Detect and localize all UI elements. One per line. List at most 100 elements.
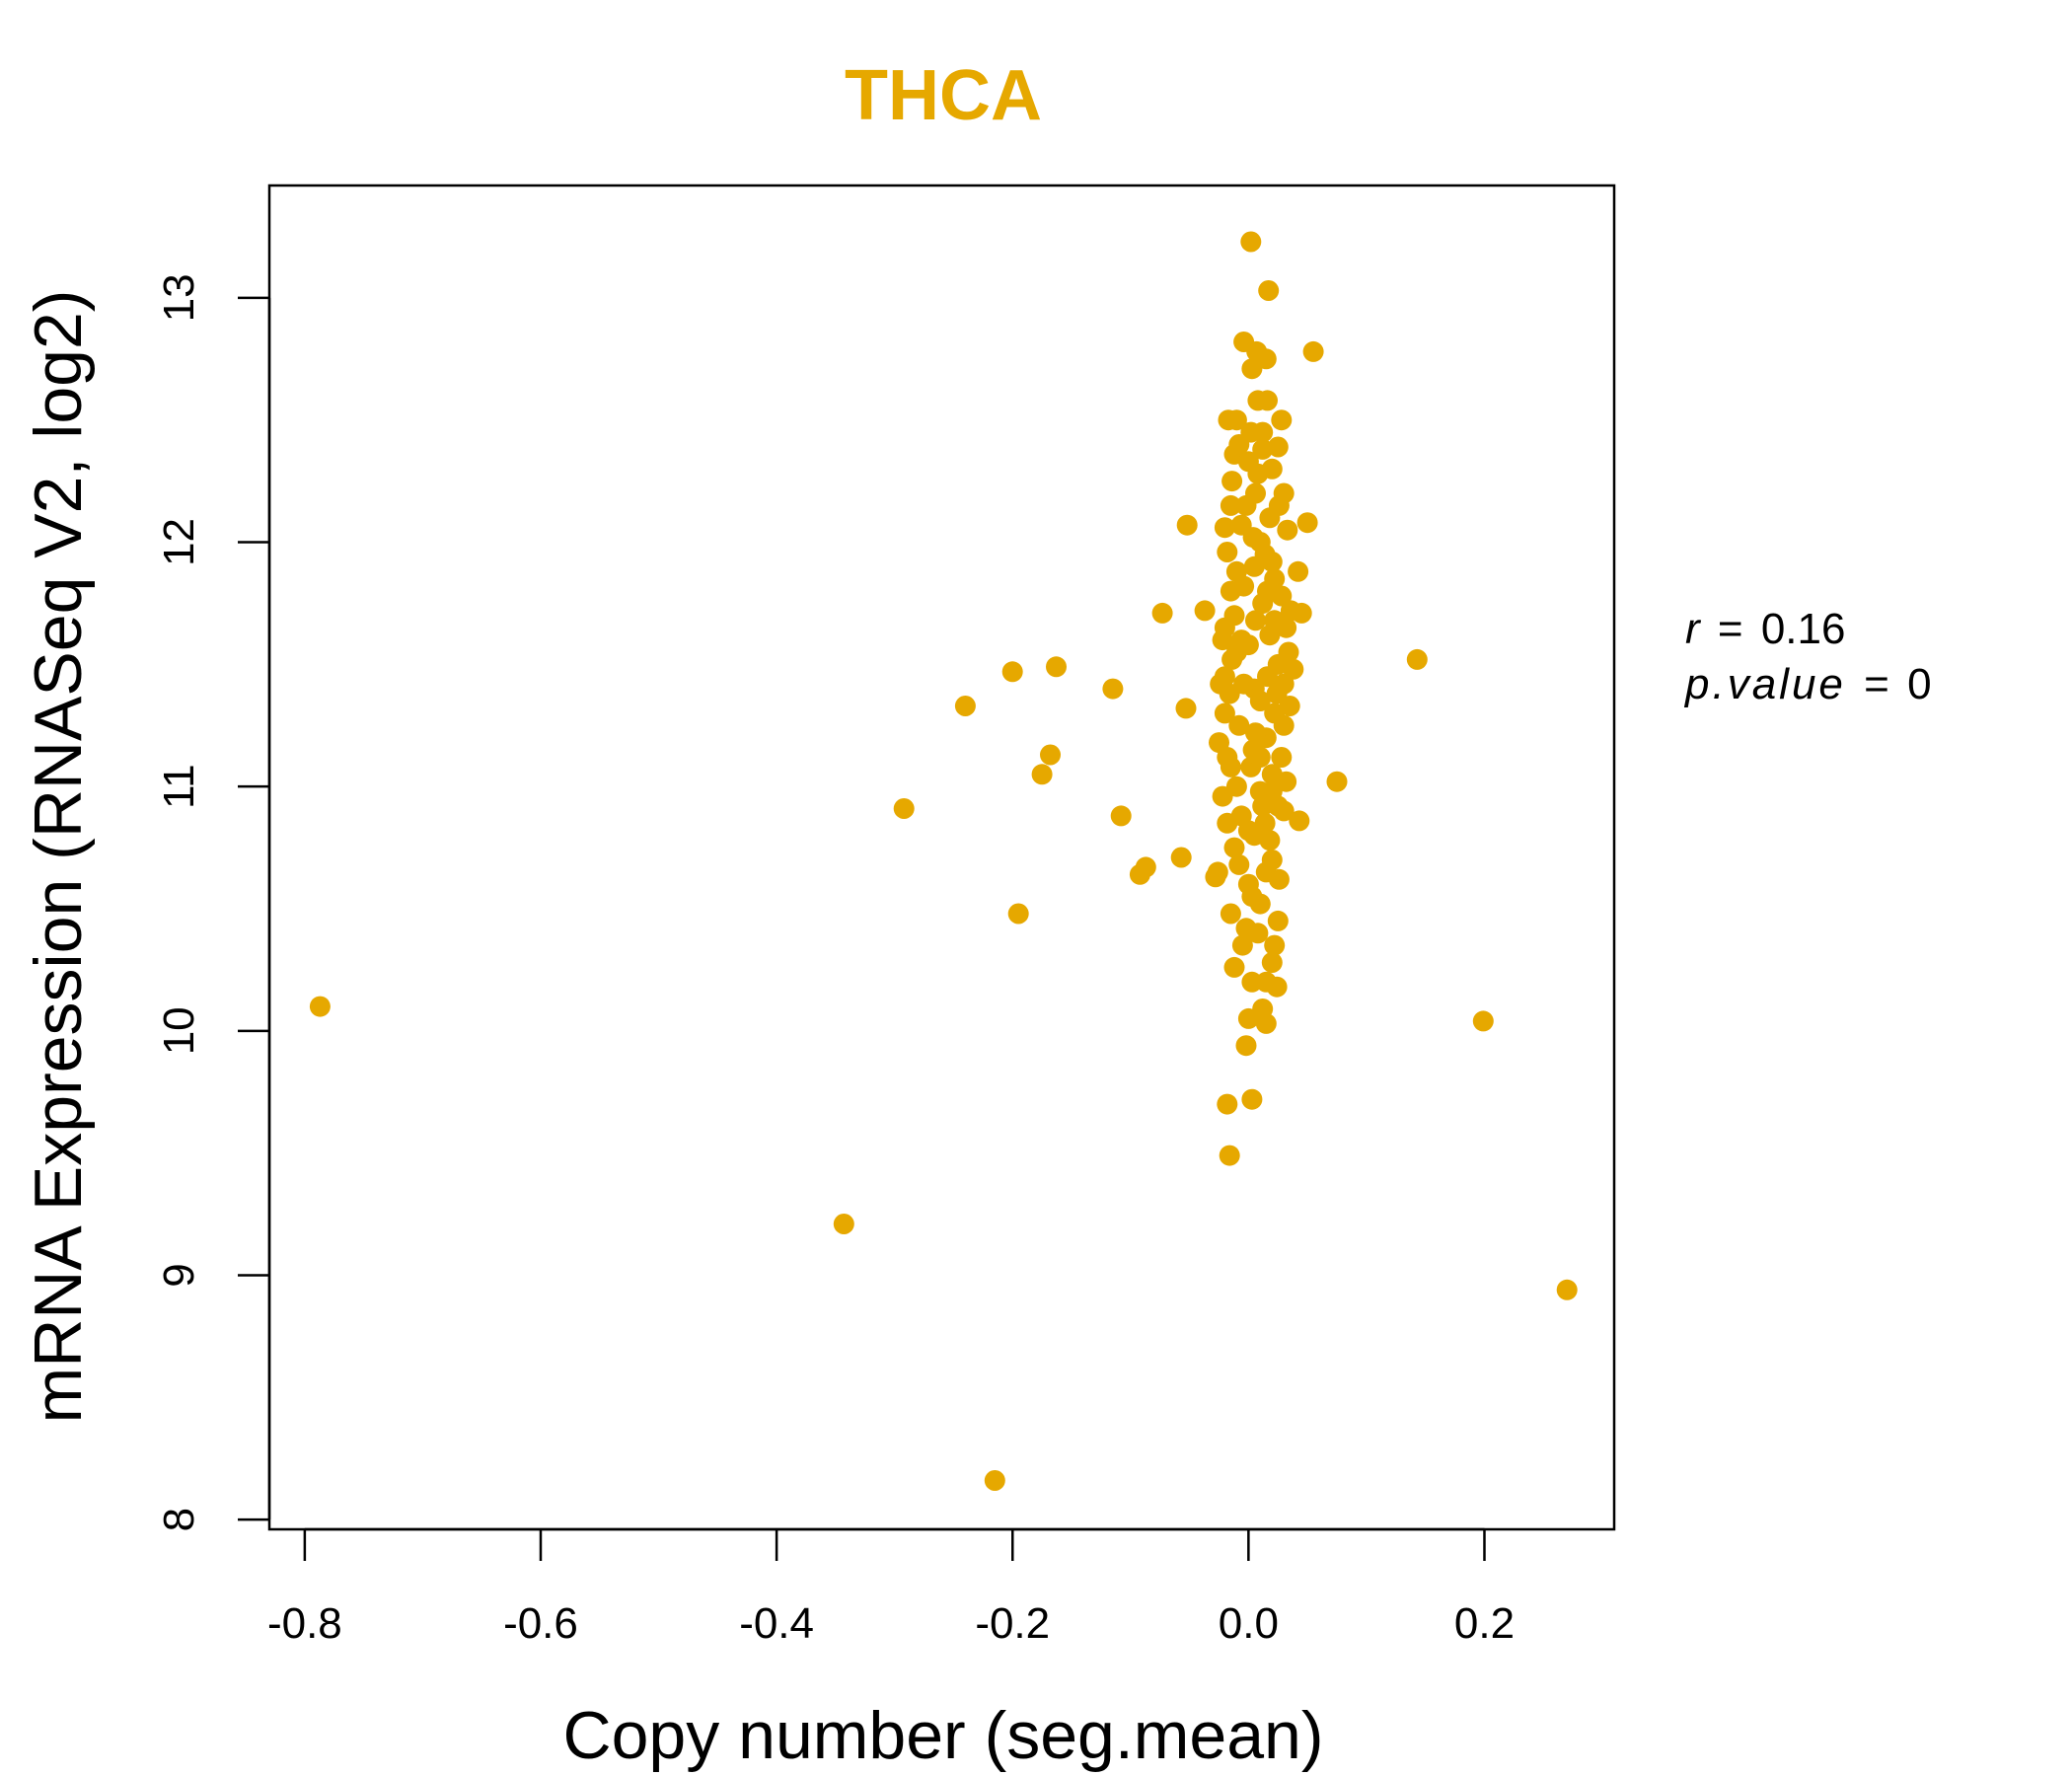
data-point — [1277, 519, 1298, 541]
data-point — [1217, 542, 1238, 562]
r-statistic: r = 0.16 — [1685, 605, 1845, 653]
x-axis: -0.8 -0.6 -0.4 -0.2 0.0 0.2 — [267, 1527, 1515, 1648]
data-point — [1254, 812, 1276, 834]
data-point — [1223, 956, 1245, 978]
data-point — [1267, 436, 1289, 458]
p-value: 0 — [1907, 660, 1931, 708]
data-point — [1271, 409, 1293, 431]
data-point — [1278, 641, 1299, 663]
data-point — [1288, 560, 1309, 582]
data-point — [1264, 703, 1286, 724]
y-tick-label: 10 — [155, 1006, 203, 1055]
data-point — [1556, 1279, 1578, 1300]
data-point — [1214, 517, 1235, 539]
data-point — [1280, 600, 1301, 622]
data-point — [1326, 771, 1348, 792]
data-point — [1194, 600, 1216, 622]
data-point — [1252, 795, 1274, 817]
y-tick-label: 8 — [155, 1508, 203, 1531]
x-tick-label: 0.2 — [1454, 1599, 1515, 1648]
r-label: r — [1685, 605, 1702, 653]
data-point — [1210, 673, 1231, 695]
y-tick-label: 9 — [155, 1263, 203, 1287]
data-points — [309, 231, 1578, 1491]
data-point — [1214, 703, 1235, 724]
data-point — [1176, 514, 1198, 536]
data-point — [1264, 934, 1286, 956]
stats-annotation: r = 0.16 p.value = 0 — [1683, 605, 1932, 708]
data-point — [1007, 903, 1029, 925]
data-point — [1228, 853, 1250, 875]
data-point — [1231, 934, 1253, 956]
data-point — [1240, 231, 1262, 253]
data-point — [1228, 714, 1250, 736]
p-statistic: p.value = 0 — [1683, 660, 1932, 708]
data-point — [1220, 494, 1241, 516]
data-point — [1221, 471, 1243, 492]
data-point — [1264, 610, 1286, 631]
data-point — [1219, 1145, 1240, 1166]
x-axis-label: Copy number (seg.mean) — [562, 1698, 1323, 1773]
data-point — [1102, 678, 1124, 700]
data-point — [954, 696, 976, 716]
data-point — [1217, 747, 1238, 768]
data-point — [1255, 1012, 1277, 1034]
data-point — [1406, 648, 1428, 670]
data-point — [1302, 340, 1324, 362]
data-point — [1237, 820, 1259, 842]
data-point — [1472, 1010, 1494, 1032]
data-point — [1289, 810, 1310, 832]
data-point — [1261, 952, 1283, 973]
data-point — [1235, 1035, 1257, 1057]
data-point — [1258, 280, 1280, 301]
data-point — [1261, 551, 1283, 572]
data-point — [1110, 805, 1132, 827]
y-tick-label: 12 — [155, 518, 203, 566]
y-axis-label: mRNA Expression (RNASeq V2, log2) — [21, 290, 96, 1424]
data-point — [1249, 747, 1271, 768]
data-point — [1245, 722, 1266, 744]
data-point — [1221, 648, 1243, 670]
data-point — [1257, 666, 1278, 688]
x-tick-label: -0.2 — [975, 1599, 1050, 1648]
x-tick-label: -0.8 — [267, 1599, 342, 1648]
data-point — [1249, 691, 1271, 711]
data-point — [1240, 421, 1262, 443]
data-point — [1268, 868, 1290, 890]
data-point — [1046, 656, 1067, 678]
data-point — [1223, 837, 1245, 858]
data-point — [1241, 1088, 1263, 1110]
data-point — [1175, 698, 1197, 719]
data-point — [1237, 1007, 1259, 1029]
data-point — [1273, 800, 1295, 822]
data-point — [1266, 976, 1288, 998]
data-point — [1151, 602, 1173, 624]
data-point — [1271, 747, 1293, 768]
data-point — [1170, 847, 1192, 868]
data-point — [1235, 918, 1257, 939]
data-point — [1276, 771, 1297, 792]
plot-area-frame — [267, 184, 1616, 1531]
data-point — [1040, 744, 1061, 766]
data-point — [1214, 617, 1235, 638]
data-point — [1220, 903, 1241, 925]
data-point — [833, 1214, 854, 1234]
data-point — [1217, 1093, 1238, 1115]
data-point — [1225, 776, 1247, 797]
r-value: 0.16 — [1761, 605, 1846, 653]
y-axis: 8 9 10 11 12 13 — [155, 273, 271, 1531]
data-point — [1249, 893, 1271, 915]
data-point — [309, 996, 331, 1017]
data-point — [1207, 861, 1228, 883]
p-equals: = — [1864, 660, 1889, 708]
data-point — [1031, 764, 1053, 785]
data-point — [1283, 658, 1304, 680]
data-point — [1259, 830, 1281, 851]
data-point — [1247, 463, 1269, 484]
data-point — [1241, 358, 1263, 380]
p-label: p.value — [1683, 660, 1846, 708]
data-point — [1135, 856, 1156, 878]
x-tick-label: -0.4 — [739, 1599, 814, 1648]
data-point — [1225, 560, 1247, 582]
